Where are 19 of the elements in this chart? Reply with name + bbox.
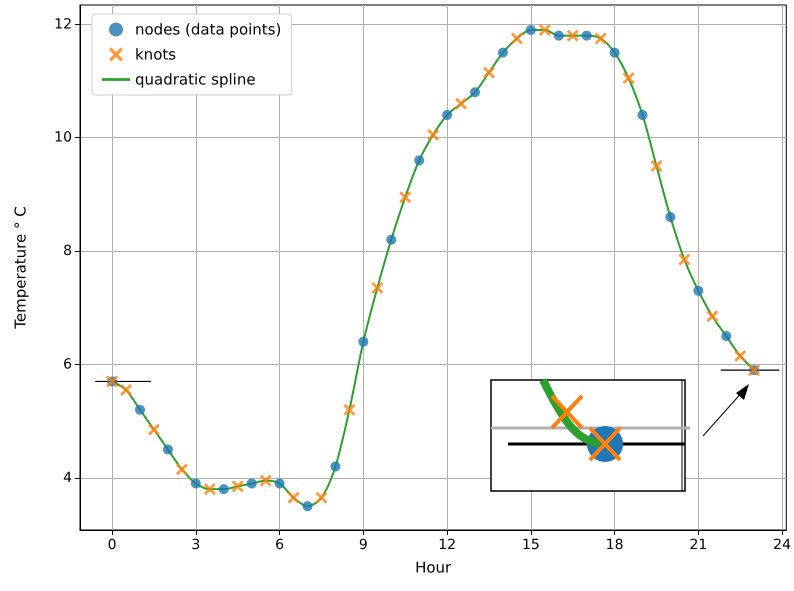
x-tick-label: 6 [275, 537, 284, 553]
y-tick-label: 4 [63, 470, 72, 486]
x-tick-label: 18 [606, 537, 624, 553]
y-tick-label: 8 [63, 243, 72, 260]
y-tick-label: 10 [54, 130, 72, 146]
x-tick-label: 21 [689, 537, 708, 553]
legend-label: nodes (data points) [135, 20, 282, 38]
x-tick-label: 12 [438, 537, 456, 553]
x-tick-label: 3 [191, 537, 200, 553]
legend-label: quadratic spline [135, 70, 256, 88]
x-axis-title: Hour [415, 558, 452, 576]
legend-label: knots [135, 46, 176, 64]
x-tick-label: 24 [773, 537, 792, 553]
x-tick-label: 0 [108, 537, 117, 553]
x-tick-label: 9 [358, 537, 368, 553]
y-tick-label: 12 [54, 16, 72, 32]
y-axis-title: Temperature ° C [12, 206, 30, 330]
x-tick-label: 15 [522, 537, 540, 553]
y-tick-label: 6 [63, 356, 72, 372]
